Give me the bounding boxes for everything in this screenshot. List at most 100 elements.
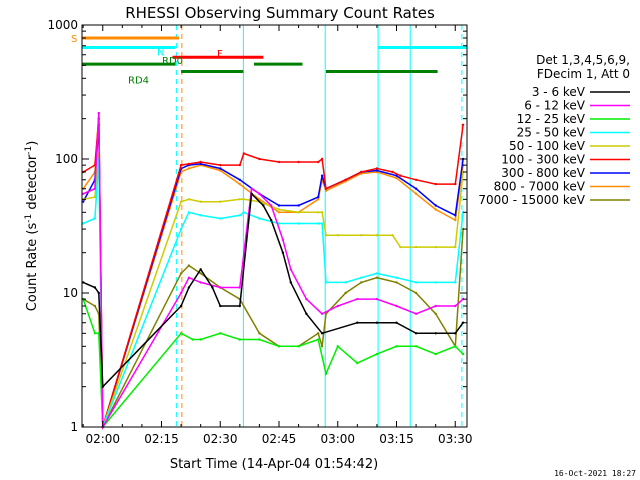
series-point-8-13 xyxy=(320,345,324,348)
series-point-3-9 xyxy=(242,211,245,214)
series-3-6keV xyxy=(82,192,465,389)
series-point-8-9 xyxy=(258,332,261,335)
series-point-5-14 xyxy=(320,157,324,161)
series-point-3-10 xyxy=(258,217,261,220)
series-point-6-19 xyxy=(414,187,418,190)
series-point-8-20 xyxy=(434,312,437,315)
series-point-0-6 xyxy=(199,268,202,271)
flag-label-f: F xyxy=(217,49,223,60)
legend-entry-label-0: 3 - 6 keV xyxy=(532,85,586,99)
series-point-8-14 xyxy=(324,312,328,315)
legend-header-line-2: FDecim 1, Att 0 xyxy=(537,67,630,81)
series-point-6-0 xyxy=(82,200,85,203)
series-point-5-15 xyxy=(324,187,328,190)
series-point-5-4 xyxy=(179,163,183,167)
series-point-0-13 xyxy=(281,251,285,254)
series-point-1-6 xyxy=(199,281,202,284)
flag-label-n: N xyxy=(157,47,164,58)
series-point-2-15 xyxy=(356,361,359,365)
series-point-4-1 xyxy=(93,195,97,199)
series-point-1-16 xyxy=(336,304,339,308)
legend-entry-label-2: 12 - 25 keV xyxy=(517,112,586,126)
series-point-1-12 xyxy=(281,238,285,241)
flag-label-rd4: RD4 xyxy=(128,75,149,86)
series-point-7-19 xyxy=(414,192,418,195)
series-point-6-12 xyxy=(317,195,320,199)
series-point-8-6 xyxy=(199,272,202,275)
series-point-2-10 xyxy=(277,345,281,348)
series-point-7-20 xyxy=(434,208,437,211)
series-point-3-14 xyxy=(320,222,324,225)
series-point-5-24 xyxy=(461,123,465,127)
x-tick-label-1: 02:15 xyxy=(144,432,179,446)
plot-area: S N F RD0 RD4 xyxy=(71,25,467,430)
series-point-0-17 xyxy=(356,321,359,324)
series-point-2-1 xyxy=(93,332,97,335)
series-point-3-16 xyxy=(344,281,347,284)
series-point-4-7 xyxy=(219,200,222,203)
series-point-3-21 xyxy=(434,281,437,284)
flag-label-rd0: RD0 xyxy=(162,56,183,67)
series-point-5-10 xyxy=(258,157,261,161)
series-point-5-13 xyxy=(317,160,320,164)
series-line-3 xyxy=(82,158,464,428)
series-point-8-18 xyxy=(395,281,398,284)
plot-frame xyxy=(81,24,468,428)
series-point-0-7 xyxy=(211,286,214,289)
series-point-6-7 xyxy=(219,167,222,170)
series-point-3-1 xyxy=(93,217,97,220)
series-point-6-13 xyxy=(320,174,324,177)
series-point-2-20 xyxy=(454,345,457,348)
series-point-3-20 xyxy=(414,281,418,284)
legend-entry-label-4: 50 - 100 keV xyxy=(509,139,586,153)
series-point-4-14 xyxy=(320,211,324,214)
series-point-5-16 xyxy=(344,178,347,181)
series-point-0-18 xyxy=(375,321,379,324)
series-point-1-2 xyxy=(97,111,101,115)
series-point-0-2 xyxy=(97,291,101,295)
series-point-2-21 xyxy=(461,352,465,356)
series-point-1-9 xyxy=(250,187,253,190)
series-point-1-4 xyxy=(179,291,183,295)
series-point-3-22 xyxy=(454,281,457,284)
series-point-2-12 xyxy=(317,338,320,341)
series-point-3-7 xyxy=(219,217,222,220)
series-point-2-11 xyxy=(297,345,300,348)
series-point-6-20 xyxy=(434,204,437,207)
series-100-300keV xyxy=(82,117,465,429)
series-point-1-5 xyxy=(187,276,191,279)
series-point-0-15 xyxy=(305,312,308,315)
series-point-1-17 xyxy=(356,297,359,301)
series-line-5 xyxy=(82,118,464,428)
series-point-1-14 xyxy=(305,297,308,301)
series-point-5-12 xyxy=(297,160,300,164)
series-point-4-13 xyxy=(317,211,320,214)
series-point-4-5 xyxy=(187,198,191,201)
series-point-8-4 xyxy=(179,272,183,275)
series-point-7-12 xyxy=(317,198,320,201)
series-point-3-4 xyxy=(179,227,183,231)
series-point-7-21 xyxy=(454,218,457,222)
series-point-0-1 xyxy=(93,286,97,289)
series-6-12keV xyxy=(82,111,465,430)
series-point-1-11 xyxy=(270,204,273,207)
series-point-5-20 xyxy=(399,174,402,177)
series-point-8-1 xyxy=(93,304,97,308)
series-point-1-10 xyxy=(258,192,261,195)
series-point-6-8 xyxy=(238,178,241,181)
series-point-5-11 xyxy=(277,160,281,164)
series-point-2-9 xyxy=(258,338,261,341)
series-point-4-19 xyxy=(391,234,394,237)
series-point-5-18 xyxy=(375,167,379,170)
series-line-2 xyxy=(82,298,464,429)
series-line-1 xyxy=(82,113,464,430)
series-point-4-15 xyxy=(324,234,328,237)
series-point-2-14 xyxy=(336,345,339,348)
series-point-1-7 xyxy=(219,286,222,289)
series-point-1-13 xyxy=(289,268,292,271)
legend: Det 1,3,4,5,6,9, FDecim 1, Att 0 3 - 6 k… xyxy=(478,53,630,207)
series-point-7-14 xyxy=(324,189,328,192)
series-point-2-8 xyxy=(238,338,241,341)
legend-entry-label-8: 7000 - 15000 keV xyxy=(478,193,585,207)
